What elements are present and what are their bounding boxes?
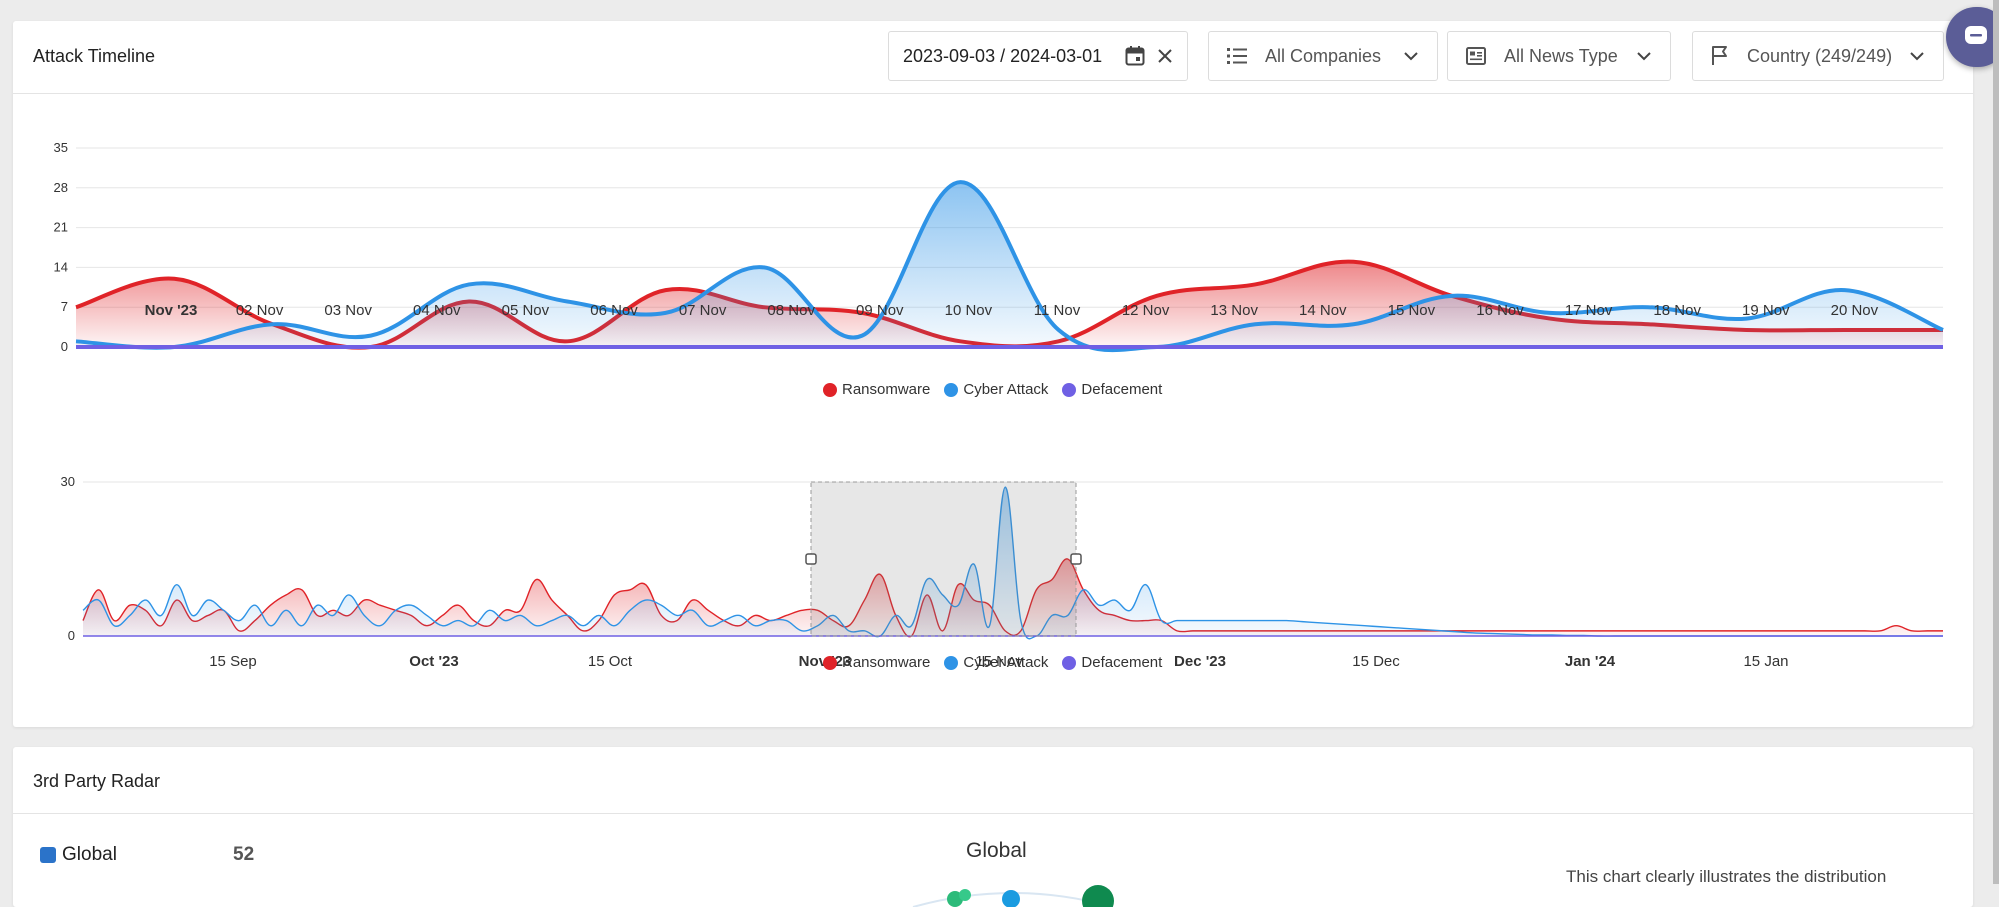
legend-label: Ransomware [842, 654, 931, 671]
legend-dot [1062, 655, 1077, 670]
legend-label: Defacement [1081, 381, 1163, 398]
radar-bubble [1082, 885, 1114, 907]
legend-label: Cyber Attack [963, 381, 1049, 398]
flag-icon [1712, 46, 1727, 65]
navigator-x-tick-label: 15 Jan [1743, 653, 1788, 670]
radar-bubble-chart [912, 885, 1114, 907]
x-tick-label: 10 Nov [945, 302, 993, 319]
legend-ransomware[interactable]: Ransomware [823, 654, 930, 671]
companies-dropdown-label: All Companies [1265, 45, 1382, 66]
attack-timeline-chart[interactable]: 0 7 14 21 28 35 Nov '23 02 Nov 03 Nov 04 Nov 05 No… [13, 101, 1973, 401]
x-tick-label: 03 Nov [324, 302, 372, 319]
x-tick-label: 06 Nov [590, 302, 638, 319]
chevron-down-icon [1910, 52, 1924, 61]
y-tick-label: 21 [54, 220, 68, 235]
x-tick-label: 04 Nov [413, 302, 461, 319]
y-tick-label: 0 [68, 628, 75, 643]
y-tick-label: 35 [54, 140, 68, 155]
radar-description: This chart clearly illustrates the distr… [1566, 867, 1887, 886]
legend-defacement[interactable]: Defacement [1062, 654, 1162, 671]
y-tick-label: 14 [54, 259, 68, 274]
main-chart-legend: Ransomware Cyber Attack Defacement [823, 381, 1176, 398]
navigator-x-tick-label: 15 Nov [975, 653, 1023, 670]
x-tick-label: 18 Nov [1653, 302, 1701, 319]
navigator-right-handle[interactable] [1070, 553, 1082, 565]
x-tick-label: 07 Nov [679, 302, 727, 319]
chevron-down-icon [1637, 52, 1651, 61]
close-icon[interactable] [1157, 48, 1173, 64]
navigator-x-tick-label: Oct '23 [409, 653, 458, 670]
legend-cyber-attack[interactable]: Cyber Attack [944, 381, 1048, 398]
x-tick-label: 09 Nov [856, 302, 904, 319]
third-party-radar-header: 3rd Party Radar [13, 747, 1973, 814]
attack-timeline-title: Attack Timeline [33, 46, 156, 66]
attack-timeline-header: Attack Timeline 2023-09-03 / 2024-03-01 … [13, 21, 1973, 94]
legend-dot [944, 655, 959, 670]
third-party-radar-card: 3rd Party Radar Global 52 Global This ch… [13, 747, 1973, 907]
legend-ransomware[interactable]: Ransomware [823, 381, 930, 398]
radar-legend-value: 52 [233, 844, 255, 865]
country-dropdown-label: Country (249/249) [1747, 45, 1893, 66]
x-tick-label: 05 Nov [502, 302, 550, 319]
navigator-x-tick-label: Dec '23 [1174, 653, 1226, 670]
x-tick-label: Nov '23 [145, 302, 198, 319]
series-area-cyber-attack [76, 182, 1943, 351]
attack-timeline-card: Attack Timeline 2023-09-03 / 2024-03-01 … [13, 21, 1973, 727]
legend-dot [1062, 382, 1077, 397]
legend-dot [823, 382, 837, 397]
chat-icon [1965, 26, 1987, 44]
radar-bubble [959, 889, 971, 901]
legend-defacement[interactable]: Defacement [1062, 381, 1162, 398]
x-tick-label: 08 Nov [767, 302, 815, 319]
radar-legend-item-global[interactable]: Global [40, 844, 117, 866]
radar-chart-title: Global [966, 839, 1027, 862]
navigator-x-tick-label: 15 Dec [1352, 653, 1400, 670]
radar-legend-label: Global [62, 844, 117, 865]
navigator-x-tick-label: 15 Oct [588, 653, 633, 670]
chat-widget-button[interactable] [1946, 7, 1999, 67]
series-area-ransomware [83, 558, 1943, 637]
navigator-x-tick-label: Jan '24 [1565, 653, 1616, 670]
calendar-icon[interactable] [1125, 45, 1145, 67]
series-line-cyber-attack [75, 180, 1944, 353]
navigator-selection-window[interactable] [810, 481, 1077, 637]
x-tick-label: 13 Nov [1210, 302, 1258, 319]
page-scrollbar[interactable] [1993, 0, 1999, 884]
country-dropdown[interactable]: Country (249/249) [1692, 31, 1944, 81]
x-tick-label: 02 Nov [236, 302, 284, 319]
date-range-picker[interactable]: 2023-09-03 / 2024-03-01 [888, 31, 1188, 81]
x-tick-label: 12 Nov [1122, 302, 1170, 319]
navigator-legend: Ransomware Cyber Attack Defacement [823, 654, 1176, 671]
x-tick-label: 19 Nov [1742, 302, 1790, 319]
legend-label: Defacement [1081, 654, 1163, 671]
companies-dropdown[interactable]: All Companies [1208, 31, 1438, 81]
x-tick-label: 17 Nov [1565, 302, 1613, 319]
x-tick-label: 16 Nov [1476, 302, 1524, 319]
legend-label: Ransomware [842, 381, 931, 398]
navigator-x-tick-label: 15 Sep [209, 653, 257, 670]
y-tick-label: 28 [54, 180, 68, 195]
y-tick-label: 0 [61, 339, 68, 354]
navigator-left-handle[interactable] [805, 553, 817, 565]
legend-swatch [40, 847, 56, 863]
news-type-dropdown[interactable]: All News Type [1447, 31, 1671, 81]
series-area-cyber-attack [83, 487, 1943, 639]
x-tick-label: 14 Nov [1299, 302, 1347, 319]
news-type-dropdown-label: All News Type [1504, 45, 1618, 66]
chevron-down-icon [1404, 52, 1418, 61]
legend-dot [944, 382, 959, 397]
date-range-value: 2023-09-03 / 2024-03-01 [903, 45, 1103, 66]
legend-cyber-attack[interactable]: Cyber Attack [944, 654, 1048, 671]
x-tick-label: 11 Nov [1034, 302, 1081, 319]
x-tick-label: 20 Nov [1831, 302, 1879, 319]
legend-label: Cyber Attack [963, 654, 1049, 671]
y-tick-label: 30 [61, 474, 75, 489]
newspaper-icon [1466, 47, 1486, 65]
y-tick-label: 7 [61, 299, 68, 314]
list-icon [1227, 48, 1247, 64]
x-tick-label: 15 Nov [1388, 302, 1436, 319]
third-party-radar-title: 3rd Party Radar [33, 771, 161, 791]
legend-dot [823, 655, 837, 670]
